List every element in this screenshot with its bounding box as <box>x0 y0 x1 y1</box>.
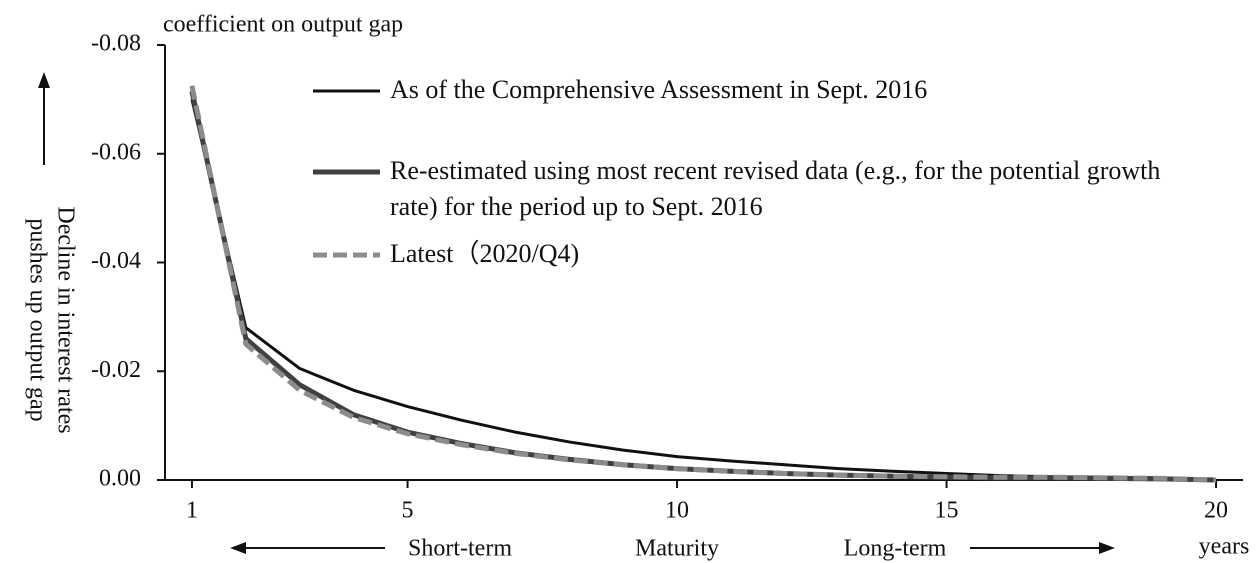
y-label-line: pushes up output gap <box>24 218 50 421</box>
x-tick-label: 10 <box>665 498 689 524</box>
y-label: Decline in interest rates pushes up outp… <box>24 206 78 433</box>
y-title: coefficient on output gap <box>163 12 403 38</box>
x-tick-label: 15 <box>935 498 959 524</box>
y-tick-label: -0.08 <box>91 31 141 57</box>
x-tick-label: 20 <box>1204 498 1228 524</box>
arrow-head <box>1099 542 1115 554</box>
x-annotation: Short-term <box>408 536 512 562</box>
legend-label: Latest（2020/Q4) <box>390 239 580 268</box>
legend-label: Re-estimated using most recent revised d… <box>390 156 1161 221</box>
arrow-head <box>230 542 246 554</box>
y-label-line: Decline in interest rates <box>52 206 78 433</box>
legend-label: As of the Comprehensive Assessment in Se… <box>390 75 928 104</box>
x-tick-label: 1 <box>186 498 198 524</box>
arrow-head <box>38 72 50 88</box>
x-annotation: Long-term <box>844 536 947 562</box>
x-tick-label: 5 <box>402 498 414 524</box>
x-annotation: Maturity <box>635 536 719 562</box>
x-unit: years <box>1199 534 1250 560</box>
y-tick-label: -0.04 <box>91 248 141 274</box>
y-tick-label: -0.02 <box>91 357 141 383</box>
y-tick-label: 0.00 <box>99 466 141 492</box>
y-tick-label: -0.06 <box>91 139 141 165</box>
series-line <box>189 90 1217 483</box>
series-line <box>189 85 1217 483</box>
